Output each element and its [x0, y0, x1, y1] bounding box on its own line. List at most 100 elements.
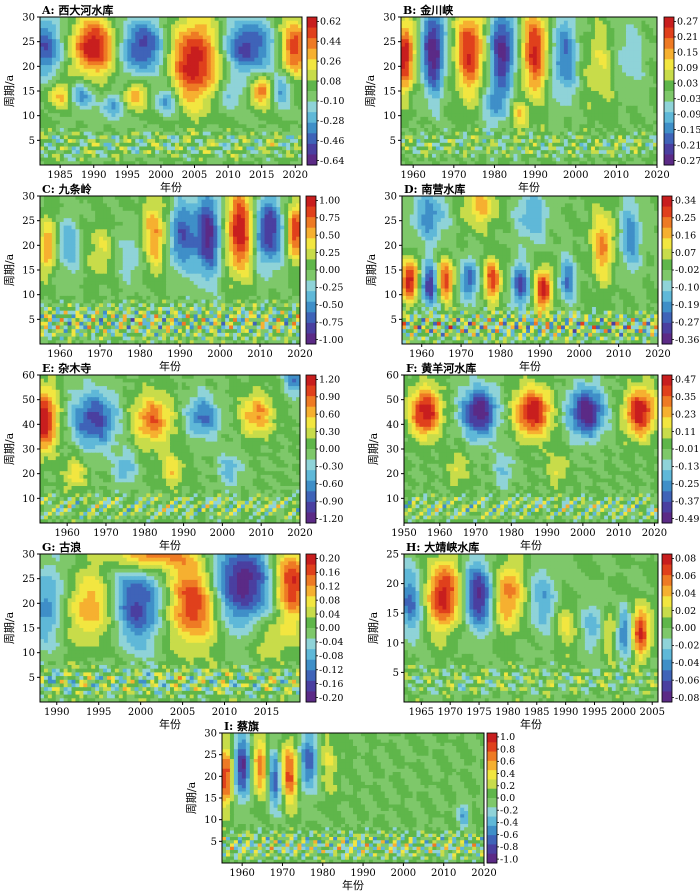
heatmap-cell — [571, 91, 577, 96]
heatmap-cell — [286, 116, 291, 122]
heatmap-cell — [40, 28, 45, 33]
heatmap-cell — [111, 61, 117, 66]
heatmap-cell — [218, 28, 224, 33]
heatmap-cell — [59, 54, 65, 59]
heatmap-cell — [536, 54, 542, 59]
heatmap-cell — [286, 65, 291, 70]
heatmap-cell — [139, 135, 144, 140]
heatmap-cell — [637, 46, 643, 51]
heatmap-cell — [43, 161, 49, 165]
heatmap-cell — [525, 94, 530, 99]
heatmap-cell — [210, 153, 216, 159]
heatmap-cell — [614, 28, 619, 33]
heatmap-cell — [540, 102, 546, 107]
heatmap-cell — [649, 50, 654, 55]
heatmap-cell — [123, 39, 128, 44]
heatmap-cell — [567, 139, 573, 144]
heatmap-cell — [63, 42, 69, 48]
heatmap-cell — [202, 91, 208, 96]
heatmap-cell — [115, 94, 120, 99]
heatmap-cell — [266, 57, 271, 62]
heatmap-cell — [408, 68, 414, 74]
heatmap-cell — [83, 105, 89, 111]
heatmap-cell — [238, 124, 244, 129]
heatmap-cell — [55, 109, 61, 114]
heatmap-cell — [513, 142, 518, 148]
heatmap-cell — [127, 87, 132, 92]
heatmap-cell — [486, 39, 491, 44]
heatmap-cell — [40, 116, 45, 122]
heatmap-cell — [497, 46, 503, 51]
heatmap-cell — [598, 72, 604, 77]
heatmap-cell — [653, 128, 657, 133]
heatmap-cell — [254, 128, 259, 133]
heatmap-cell — [525, 54, 530, 59]
heatmap-cell — [571, 135, 577, 140]
heatmap-cell — [435, 39, 441, 44]
heatmap-cell — [246, 135, 251, 140]
heatmap-cell — [40, 31, 45, 37]
heatmap-cell — [83, 31, 89, 37]
heatmap-cell — [486, 76, 491, 81]
heatmap-cell — [171, 54, 176, 59]
heatmap-cell — [509, 72, 515, 77]
heatmap-cell — [563, 116, 569, 122]
heatmap-cell — [155, 146, 160, 151]
heatmap-cell — [242, 120, 248, 125]
heatmap-cell — [262, 146, 267, 151]
heatmap-cell — [123, 50, 128, 55]
heatmap-cell — [629, 72, 635, 77]
heatmap-cell — [614, 139, 619, 144]
heatmap-cell — [594, 68, 600, 74]
heatmap-cell — [556, 79, 561, 85]
heatmap-cell — [420, 116, 425, 122]
heatmap-cell — [254, 46, 259, 51]
heatmap-cell — [159, 98, 164, 103]
heatmap-cell — [298, 146, 302, 151]
heatmap-cell — [95, 146, 101, 151]
heatmap-cell — [238, 116, 244, 122]
heatmap-cell — [494, 139, 499, 144]
heatmap-cell — [286, 139, 291, 144]
heatmap-cell — [198, 83, 204, 88]
heatmap-cell — [103, 68, 109, 74]
heatmap-cell — [91, 20, 97, 25]
heatmap-cell — [214, 146, 220, 151]
heatmap-cell — [254, 28, 259, 33]
heatmap-cell — [529, 83, 534, 88]
heatmap-cell — [174, 87, 180, 92]
heatmap-cell — [254, 57, 259, 62]
heatmap-cell — [466, 135, 472, 140]
heatmap-cell — [497, 116, 503, 122]
heatmap-cell — [583, 39, 588, 44]
heatmap-cell — [521, 102, 526, 107]
heatmap-cell — [159, 57, 164, 62]
heatmap-cell — [87, 153, 93, 159]
heatmap-cell — [218, 50, 224, 55]
heatmap-cell — [218, 128, 224, 133]
heatmap-cell — [254, 139, 259, 144]
heatmap-cell — [202, 116, 208, 122]
heatmap-cell — [290, 113, 295, 118]
heatmap-cell — [75, 157, 81, 162]
heatmap-cell — [270, 24, 275, 29]
heatmap-cell — [115, 50, 120, 55]
heatmap-cell — [95, 76, 101, 81]
heatmap-cell — [587, 116, 592, 122]
heatmap-cell — [432, 35, 437, 40]
heatmap-cell — [416, 113, 421, 118]
heatmap-cell — [198, 87, 204, 92]
heatmap-cell — [123, 79, 128, 85]
heatmap-cell — [135, 46, 140, 51]
heatmap-cell — [412, 109, 418, 114]
heatmap-cell — [629, 35, 635, 40]
heatmap-cell — [103, 142, 109, 148]
heatmap-cell — [119, 113, 124, 118]
heatmap-cell — [238, 72, 244, 77]
heatmap-cell — [79, 116, 85, 122]
heatmap-cell — [186, 124, 192, 129]
heatmap-cell — [182, 153, 188, 159]
heatmap-cell — [55, 79, 61, 85]
heatmap-cell — [198, 116, 204, 122]
heatmap-cell — [435, 72, 441, 77]
